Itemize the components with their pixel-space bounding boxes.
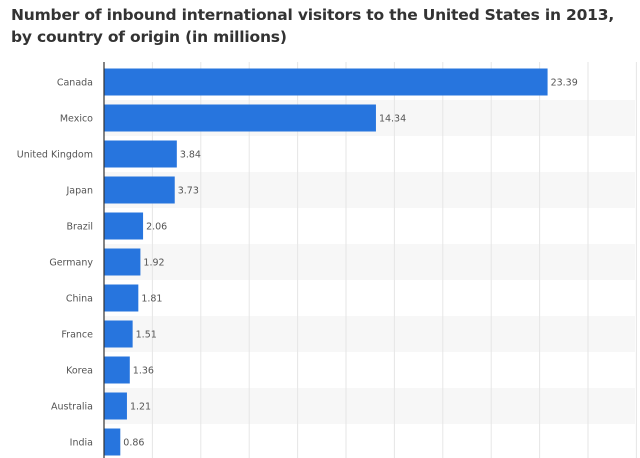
- value-label: 2.06: [146, 222, 167, 233]
- value-label: 1.92: [143, 258, 164, 269]
- value-label: 0.86: [123, 438, 144, 449]
- row-band: [104, 244, 635, 280]
- value-label: 14.34: [379, 114, 406, 125]
- category-label: Brazil: [66, 222, 93, 233]
- value-label: 1.81: [141, 294, 162, 305]
- value-label: 1.21: [130, 402, 151, 413]
- category-label: China: [66, 294, 93, 305]
- bar-germany: [104, 248, 141, 276]
- category-label: France: [61, 330, 93, 341]
- bar-korea: [104, 356, 130, 384]
- row-band: [104, 388, 635, 424]
- category-label: Korea: [66, 366, 93, 377]
- category-label: Japan: [66, 186, 94, 197]
- chart-title: Number of inbound international visitors…: [11, 6, 615, 46]
- bar-japan: [104, 176, 175, 204]
- value-label: 1.51: [136, 330, 157, 341]
- bar-brazil: [104, 212, 144, 240]
- bar-canada: [104, 68, 548, 96]
- category-label: Germany: [49, 258, 93, 269]
- bar-australia: [104, 392, 127, 420]
- value-label: 3.84: [180, 150, 201, 161]
- category-label: United Kingdom: [17, 150, 93, 161]
- category-label: Canada: [57, 78, 93, 89]
- value-label: 1.36: [133, 366, 154, 377]
- category-label: Mexico: [60, 114, 93, 125]
- value-label: 23.39: [551, 78, 578, 89]
- row-band: [104, 316, 635, 352]
- category-label: Australia: [51, 402, 93, 413]
- bar-china: [104, 284, 139, 312]
- value-label: 3.73: [178, 186, 199, 197]
- bar-india: [104, 428, 121, 456]
- bar-france: [104, 320, 133, 348]
- row-band: [104, 172, 635, 208]
- category-label: India: [70, 438, 93, 449]
- bar-united-kingdom: [104, 140, 177, 168]
- bar-mexico: [104, 104, 376, 132]
